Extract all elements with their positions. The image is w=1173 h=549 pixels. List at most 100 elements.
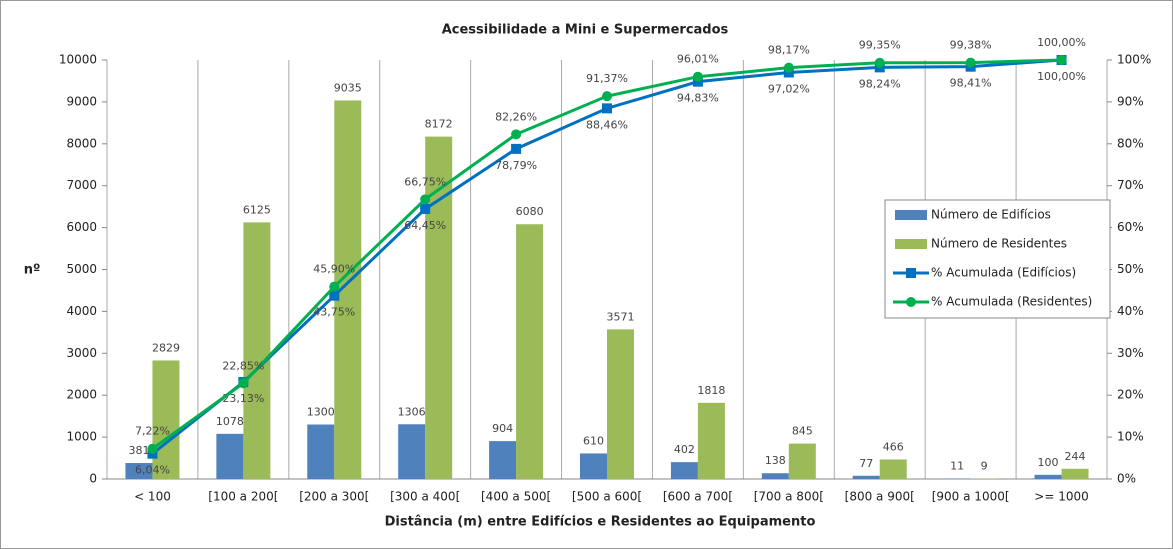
marker (329, 281, 340, 292)
bar (697, 402, 725, 479)
y2-tick-label: 0% (1117, 472, 1136, 486)
x-tick-label: [100 a 200[ (208, 490, 278, 504)
y-tick-label: 9000 (66, 94, 97, 108)
bar-value-label: 244 (1065, 450, 1086, 463)
legend-label: % Acumulada (Residentes) (931, 295, 1092, 309)
bar (243, 222, 271, 480)
marker (602, 91, 612, 102)
marker (511, 129, 522, 140)
bar-value-label: 8172 (425, 118, 453, 131)
line-value-label: 64,45% (404, 219, 446, 232)
x-tick-label: [900 a 1000[ (932, 490, 1010, 504)
bar (670, 462, 698, 479)
marker (238, 378, 249, 389)
bar-value-label: 1300 (307, 406, 335, 419)
y-tick-label: 0 (89, 472, 97, 486)
line-value-label: 99,38% (950, 39, 992, 52)
bar-value-label: 100 (1038, 456, 1059, 469)
bar (1034, 474, 1062, 479)
y2-tick-label: 100% (1117, 53, 1151, 67)
y2-tick-label: 10% (1117, 430, 1144, 444)
line-value-label: 98,17% (768, 44, 810, 57)
y-tick-label: 7000 (66, 178, 97, 192)
x-tick-label: [700 a 800[ (754, 490, 824, 504)
x-tick-label: [500 a 600[ (572, 490, 642, 504)
line-value-label: 91,37% (586, 72, 628, 85)
y2-tick-label: 70% (1117, 178, 1144, 192)
bar (398, 424, 426, 479)
y-tick-label: 5000 (66, 262, 97, 276)
bar-value-label: 381 (128, 444, 149, 457)
bar (216, 433, 244, 479)
marker (1056, 55, 1067, 65)
marker (965, 57, 976, 68)
line-value-label: 98,24% (859, 77, 901, 90)
bar (879, 459, 907, 479)
line-value-label: 97,02% (768, 82, 810, 95)
legend-marker (906, 268, 916, 278)
x-tick-label: [400 a 500[ (481, 490, 551, 504)
line-value-label: 22,85% (222, 359, 264, 372)
line-value-label: 100,00% (1037, 36, 1086, 49)
bar (1061, 468, 1089, 479)
line-value-label: 43,75% (313, 306, 355, 319)
line-value-label: 96,01% (677, 53, 719, 66)
bar (761, 473, 789, 479)
y2-tick-label: 90% (1117, 94, 1144, 108)
bar (152, 360, 180, 479)
bar-value-label: 3571 (607, 310, 635, 323)
y2-tick-label: 30% (1117, 346, 1144, 360)
legend-marker (906, 297, 916, 307)
marker (783, 62, 794, 73)
bar-value-label: 9 (981, 460, 988, 473)
legend-label: Número de Edifícios (931, 208, 1051, 222)
y-tick-label: 4000 (66, 304, 97, 318)
bar (334, 100, 362, 479)
line-value-label: 82,26% (495, 110, 537, 123)
x-tick-label: [600 a 700[ (663, 490, 733, 504)
bar-value-label: 77 (859, 457, 873, 470)
line-value-label: 100,00% (1037, 70, 1086, 83)
x-axis-label: Distância (m) entre Edifícios e Resident… (385, 515, 816, 530)
x-tick-label: >= 1000 (1034, 490, 1088, 504)
bar (852, 475, 880, 479)
y-tick-label: 3000 (66, 346, 97, 360)
bar-value-label: 11 (950, 460, 964, 473)
bar-value-label: 845 (792, 425, 813, 438)
marker (511, 143, 522, 154)
marker (602, 103, 612, 114)
bar-value-label: 6080 (516, 205, 544, 218)
y2-tick-label: 60% (1117, 220, 1144, 234)
bar (516, 224, 544, 479)
bar-value-label: 1818 (697, 384, 725, 397)
y-tick-label: 6000 (66, 220, 97, 234)
marker (420, 203, 431, 214)
chart-title: Acessibilidade a Mini e Supermercados (442, 23, 729, 38)
y-tick-label: 10000 (59, 53, 97, 67)
marker (420, 194, 431, 205)
y-tick-label: 2000 (66, 388, 97, 402)
y2-tick-label: 50% (1117, 262, 1144, 276)
bar-value-label: 1306 (398, 405, 426, 418)
bar-value-label: 138 (765, 454, 786, 467)
x-tick-label: [800 a 900[ (845, 490, 915, 504)
bar-value-label: 466 (883, 440, 904, 453)
bar-value-label: 6125 (243, 203, 271, 216)
y2-tick-label: 40% (1117, 304, 1144, 318)
y-tick-label: 1000 (66, 430, 97, 444)
y2-tick-label: 80% (1117, 136, 1144, 150)
line-value-label: 23,13% (222, 392, 264, 405)
line-value-label: 88,46% (586, 118, 628, 131)
bar (607, 329, 634, 479)
line-value-label: 99,35% (859, 39, 901, 52)
line-value-label: 98,41% (950, 77, 992, 90)
legend-label: % Acumulada (Edifícios) (931, 266, 1076, 280)
marker (147, 443, 158, 454)
line-value-label: 7,22% (135, 425, 170, 438)
bar (580, 453, 607, 479)
y-tick-label: 8000 (66, 136, 97, 150)
bar-value-label: 2829 (152, 341, 180, 354)
line-value-label: 94,83% (677, 92, 719, 105)
y2-tick-label: 20% (1117, 388, 1144, 402)
